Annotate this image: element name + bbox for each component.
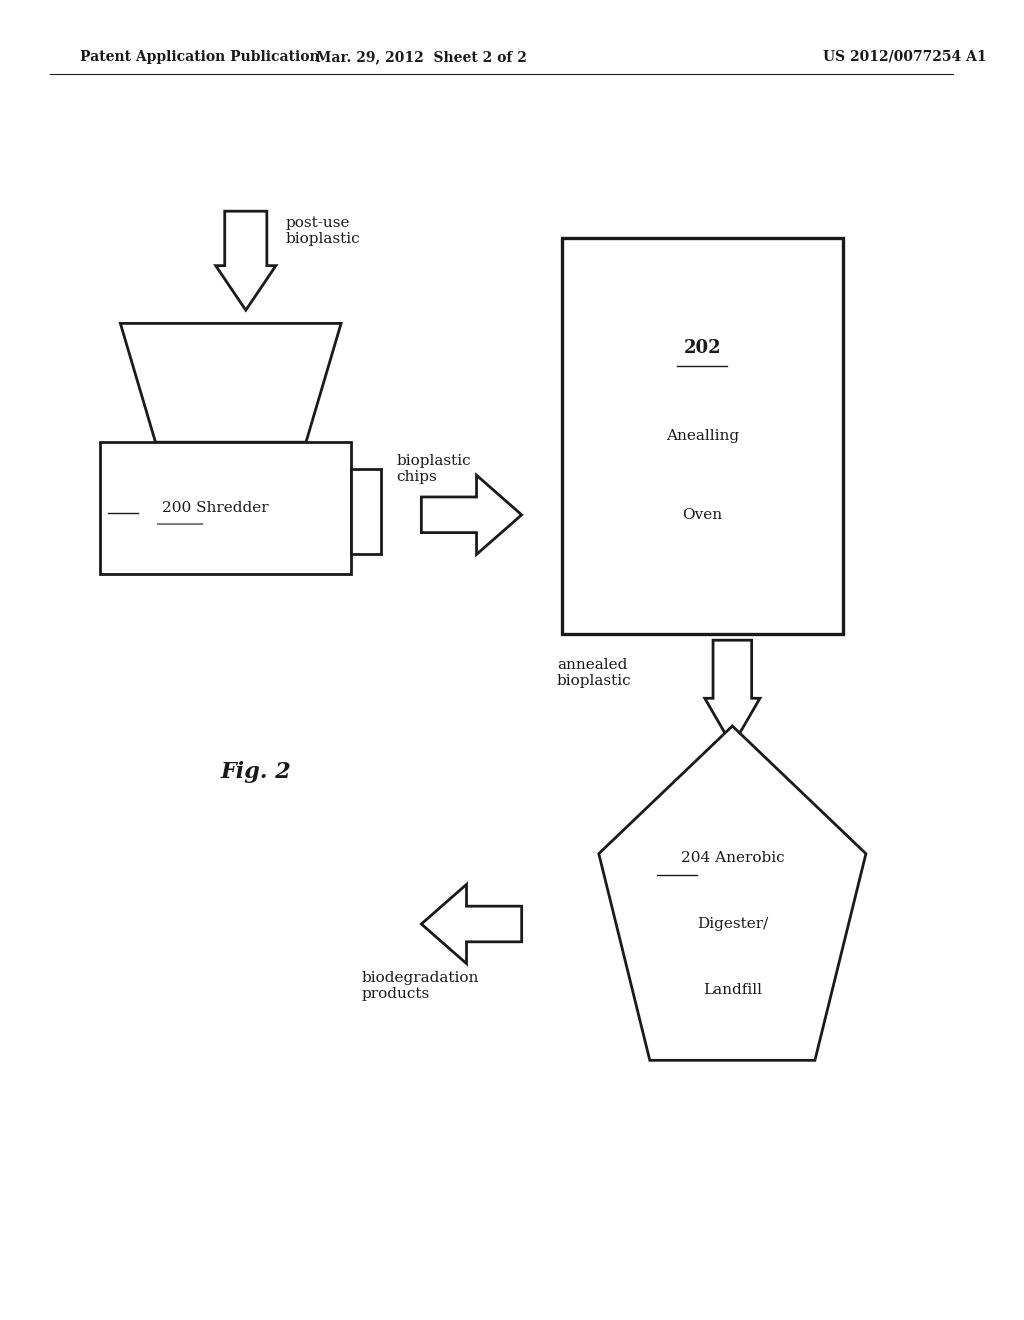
Polygon shape [121, 323, 341, 442]
Text: Patent Application Publication: Patent Application Publication [80, 50, 319, 63]
Text: post-use
bioplastic: post-use bioplastic [286, 216, 360, 246]
Text: Anealling: Anealling [666, 429, 739, 442]
Text: bioplastic
chips: bioplastic chips [396, 454, 471, 483]
Polygon shape [216, 211, 275, 310]
Text: biodegradation
products: biodegradation products [361, 972, 478, 1001]
Bar [100, 442, 351, 574]
Text: 200 Shredder: 200 Shredder [163, 502, 269, 515]
Bar [562, 238, 843, 634]
Bar [351, 469, 381, 554]
Text: Oven: Oven [682, 508, 722, 521]
Text: annealed
bioplastic: annealed bioplastic [557, 659, 632, 688]
Text: Digester/: Digester/ [696, 917, 768, 931]
Text: Fig. 2: Fig. 2 [221, 762, 292, 783]
Text: Landfill: Landfill [702, 983, 762, 997]
Polygon shape [599, 726, 866, 1060]
Polygon shape [421, 884, 521, 964]
Text: Mar. 29, 2012  Sheet 2 of 2: Mar. 29, 2012 Sheet 2 of 2 [316, 50, 526, 63]
Text: US 2012/0077254 A1: US 2012/0077254 A1 [822, 50, 986, 63]
Text: 202: 202 [683, 339, 721, 358]
Text: 204 Anerobic: 204 Anerobic [681, 851, 784, 865]
Polygon shape [421, 475, 521, 554]
Polygon shape [705, 640, 760, 746]
